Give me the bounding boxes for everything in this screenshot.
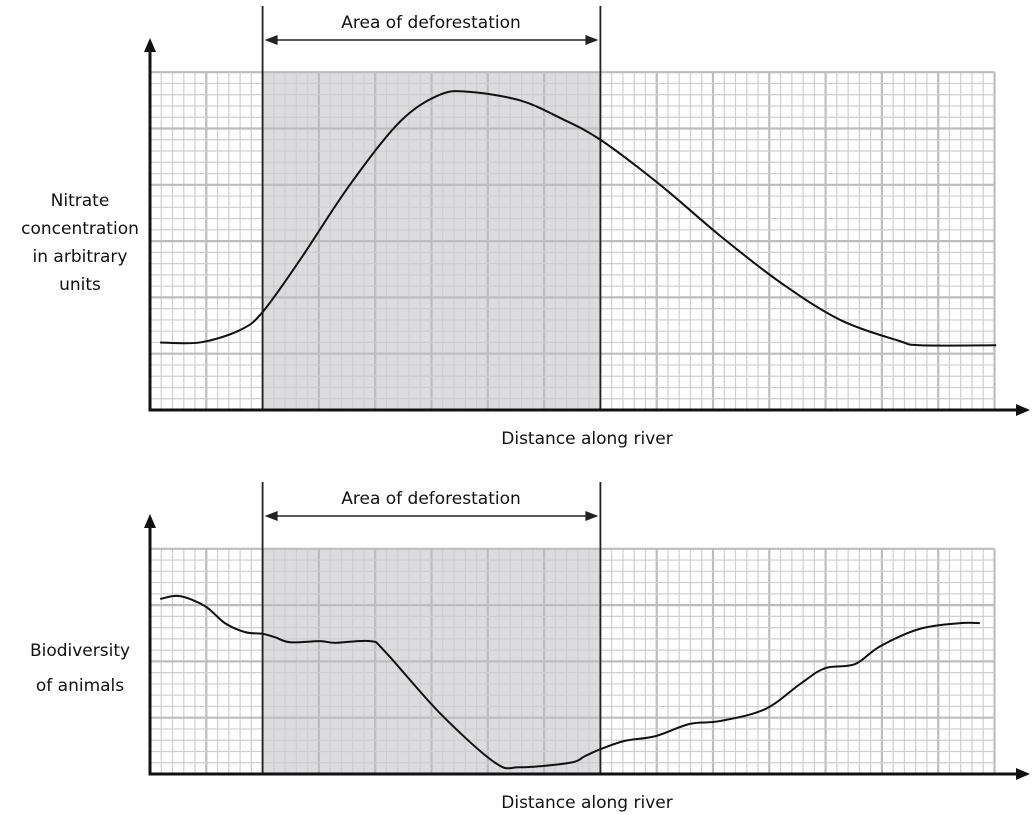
x-axis-arrow-icon [1016, 768, 1030, 780]
y-axis-arrow-icon [144, 38, 156, 52]
y-axis-label-line: Nitrate [51, 191, 110, 211]
plot-area [144, 6, 1030, 416]
x-axis-arrow-icon [1016, 404, 1030, 416]
deforestation-annotation: Area of deforestation [341, 489, 521, 509]
data-line [160, 90, 997, 347]
deforestation-annotation: Area of deforestation [341, 13, 521, 33]
arrowhead-left-icon [264, 511, 278, 521]
nitrate-chart: Nitrate concentration in arbitrary units… [21, 6, 1030, 449]
arrowhead-right-icon [585, 35, 599, 45]
arrowhead-right-icon [585, 511, 599, 521]
y-axis-arrow-icon [144, 514, 156, 528]
y-axis-label-line: of animals [36, 676, 124, 696]
x-axis-label: Distance along river [501, 793, 672, 813]
y-axis-label-line: units [59, 275, 101, 295]
data-line [159, 594, 980, 770]
y-axis-label-line: in arbitrary [33, 247, 128, 267]
y-axis-label-line: concentration [21, 219, 139, 239]
biodiversity-chart: Biodiversity of animals Distance along r… [30, 482, 1030, 813]
plot-area [144, 482, 1030, 780]
x-axis-label: Distance along river [501, 429, 672, 449]
arrowhead-left-icon [264, 35, 278, 45]
y-axis-label-line: Biodiversity [30, 641, 130, 661]
